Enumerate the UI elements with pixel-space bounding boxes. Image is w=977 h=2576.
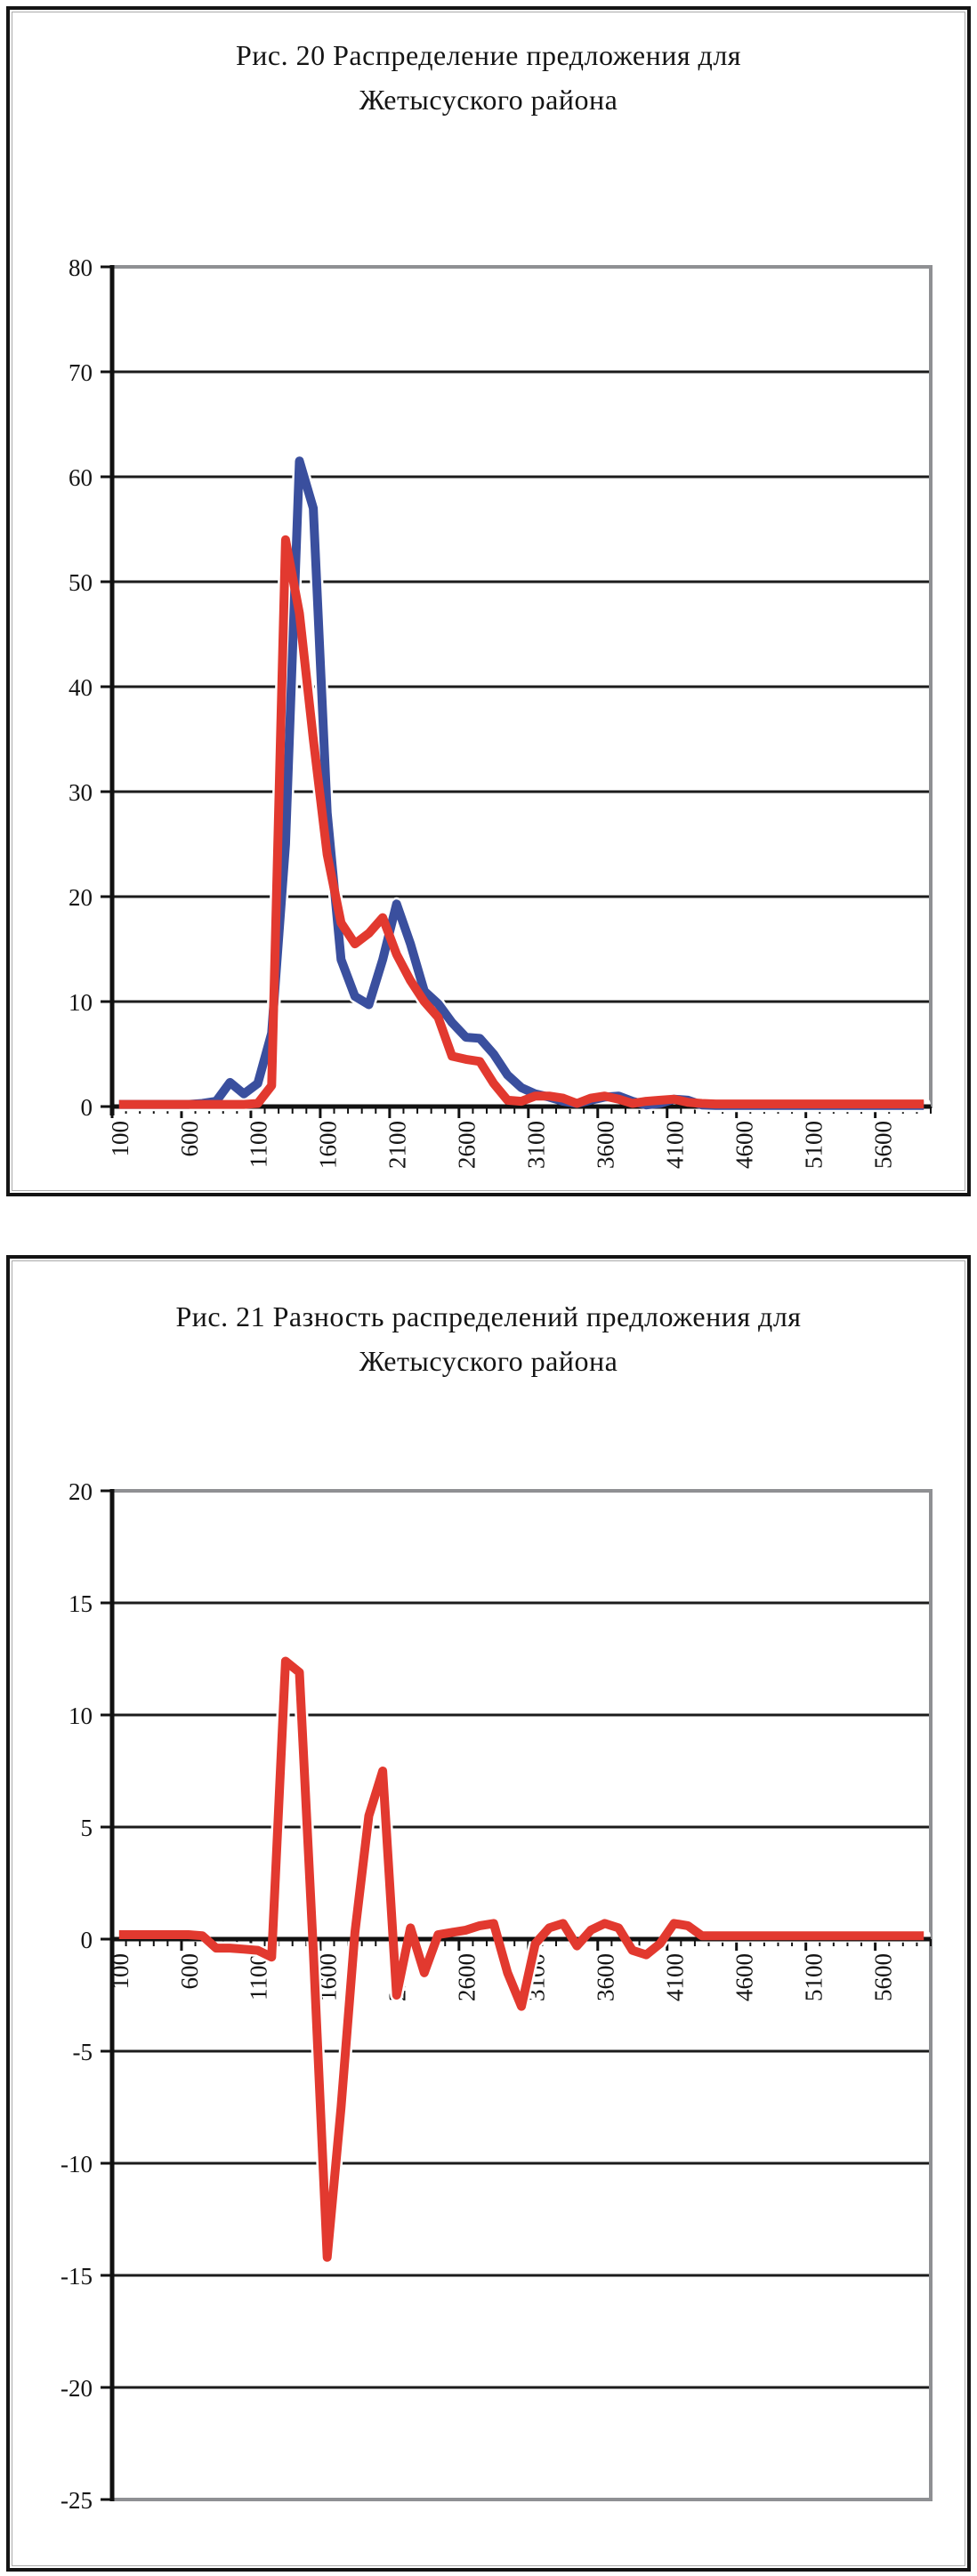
y-tick-label: 70	[69, 359, 93, 386]
x-tick-label: 4100	[662, 1121, 689, 1169]
figure-20-box: Рис. 20 Распределение предложения для Же…	[6, 6, 971, 1196]
y-tick-label: 0	[81, 1094, 93, 1121]
x-tick-label: 3600	[593, 1953, 619, 2001]
x-tick-label: 1100	[246, 1121, 272, 1168]
y-tick-label: -20	[61, 2375, 93, 2402]
y-tick-label: 40	[69, 674, 93, 701]
gridlines-group	[112, 1489, 933, 2501]
x-tick-label: 1600	[315, 1121, 342, 1169]
x-tick-label: 4600	[731, 1953, 757, 2001]
figure-21-title: Рис. 21 Разность распределений предложен…	[10, 1294, 967, 1383]
series-casing	[112, 533, 931, 1112]
x-tick-label: 2100	[384, 1121, 411, 1169]
x-tick-label: 5600	[869, 1953, 896, 2001]
x-tick-label: 5100	[800, 1121, 827, 1169]
ticks-group	[101, 265, 932, 1118]
figure-21-box: Рис. 21 Разность распределений предложен…	[6, 1255, 971, 2572]
figure-20-title-line1: Рис. 20 Распределение предложения для	[235, 39, 742, 71]
y-tick-label: -5	[73, 2039, 93, 2065]
y-tick-label: 0	[81, 1927, 93, 1953]
figure-21-title-line1: Рис. 21 Разность распределений предложен…	[175, 1300, 802, 1332]
series-group	[118, 1656, 925, 2262]
x-tick-label: 4600	[731, 1121, 757, 1169]
x-tick-label: 2600	[454, 1121, 480, 1169]
series-casing	[112, 454, 931, 1113]
y-tick-label: 20	[69, 884, 93, 911]
series-line-red-difference	[118, 1656, 925, 2262]
x-tick-label: 4100	[662, 1953, 689, 2001]
x-tick-label: 600	[176, 1121, 203, 1157]
y-tick-label: 80	[69, 254, 93, 281]
y-tick-label: 10	[69, 989, 93, 1016]
series-line-blue-distribution	[118, 456, 925, 1110]
y-tick-label: 15	[69, 1590, 93, 1617]
y-tick-label: 30	[69, 779, 93, 806]
y-tick-label: 10	[69, 1703, 93, 1729]
gridlines-group	[112, 265, 933, 1108]
y-tick-label: 20	[69, 1478, 93, 1505]
y-tick-label: 5	[81, 1815, 93, 1841]
figure-20-title: Рис. 20 Распределение предложения для Же…	[10, 33, 967, 122]
line-casings-group	[112, 454, 931, 1113]
y-tick-label: 60	[69, 464, 93, 491]
series-line-red-distribution	[118, 535, 925, 1109]
axes-group	[109, 265, 931, 1115]
x-tick-label: 600	[176, 1953, 203, 1990]
series-group	[118, 456, 925, 1110]
x-tick-label: 2600	[454, 1953, 480, 2001]
y-tick-label: -25	[61, 2487, 93, 2514]
y-tick-label: -10	[61, 2151, 93, 2178]
x-tick-label: 3100	[523, 1121, 550, 1169]
figure-20-title-line2: Жетысуского района	[359, 84, 618, 116]
x-tick-label: 5600	[869, 1121, 896, 1169]
y-tick-label: -15	[61, 2263, 93, 2290]
figure-21-title-line2: Жетысуского района	[359, 1345, 618, 1377]
x-tick-label: 5100	[800, 1953, 827, 2001]
x-tick-label: 100	[107, 1121, 133, 1157]
x-tick-label: 3600	[593, 1121, 619, 1169]
y-tick-label: 50	[69, 569, 93, 596]
